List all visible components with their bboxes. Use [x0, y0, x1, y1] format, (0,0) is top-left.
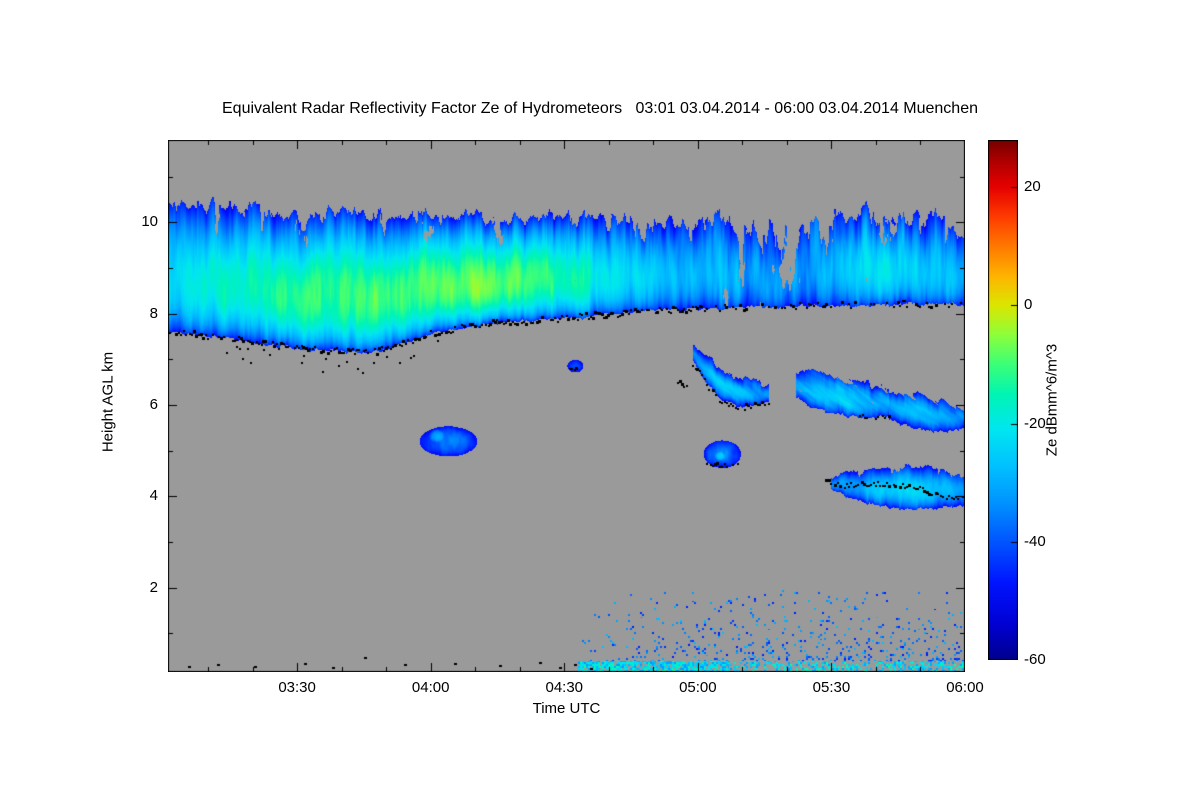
colorbar-tick-label: -40: [1024, 532, 1046, 550]
x-axis-label: Time UTC: [532, 700, 601, 717]
colorbar-tick-label: -20: [1024, 414, 1046, 432]
y-tick-label: 4: [149, 487, 158, 505]
y-tick-label: 10: [141, 213, 158, 231]
y-tick-label: 8: [149, 304, 158, 322]
colorbar-tick-label: 20: [1024, 178, 1041, 196]
x-tick-label: 04:30: [545, 679, 584, 696]
colorbar: [988, 140, 1018, 660]
colorbar-axis-label: Ze dBmm^6/m^3: [1043, 343, 1061, 457]
x-tick-label: 04:00: [411, 679, 450, 696]
colorbar-tick-label: 0: [1024, 296, 1033, 314]
x-tick-label: 05:30: [812, 679, 851, 696]
y-tick-label: 6: [149, 395, 158, 413]
reflectivity-heatmap: [168, 140, 965, 672]
x-tick-label: 03:30: [278, 679, 316, 696]
x-tick-label: 06:00: [946, 679, 984, 696]
chart-title: Equivalent Radar Reflectivity Factor Ze …: [222, 100, 978, 117]
colorbar-tick-label: -60: [1024, 651, 1046, 668]
y-tick-label: 2: [149, 578, 158, 596]
x-tick-label: 05:00: [679, 679, 717, 696]
